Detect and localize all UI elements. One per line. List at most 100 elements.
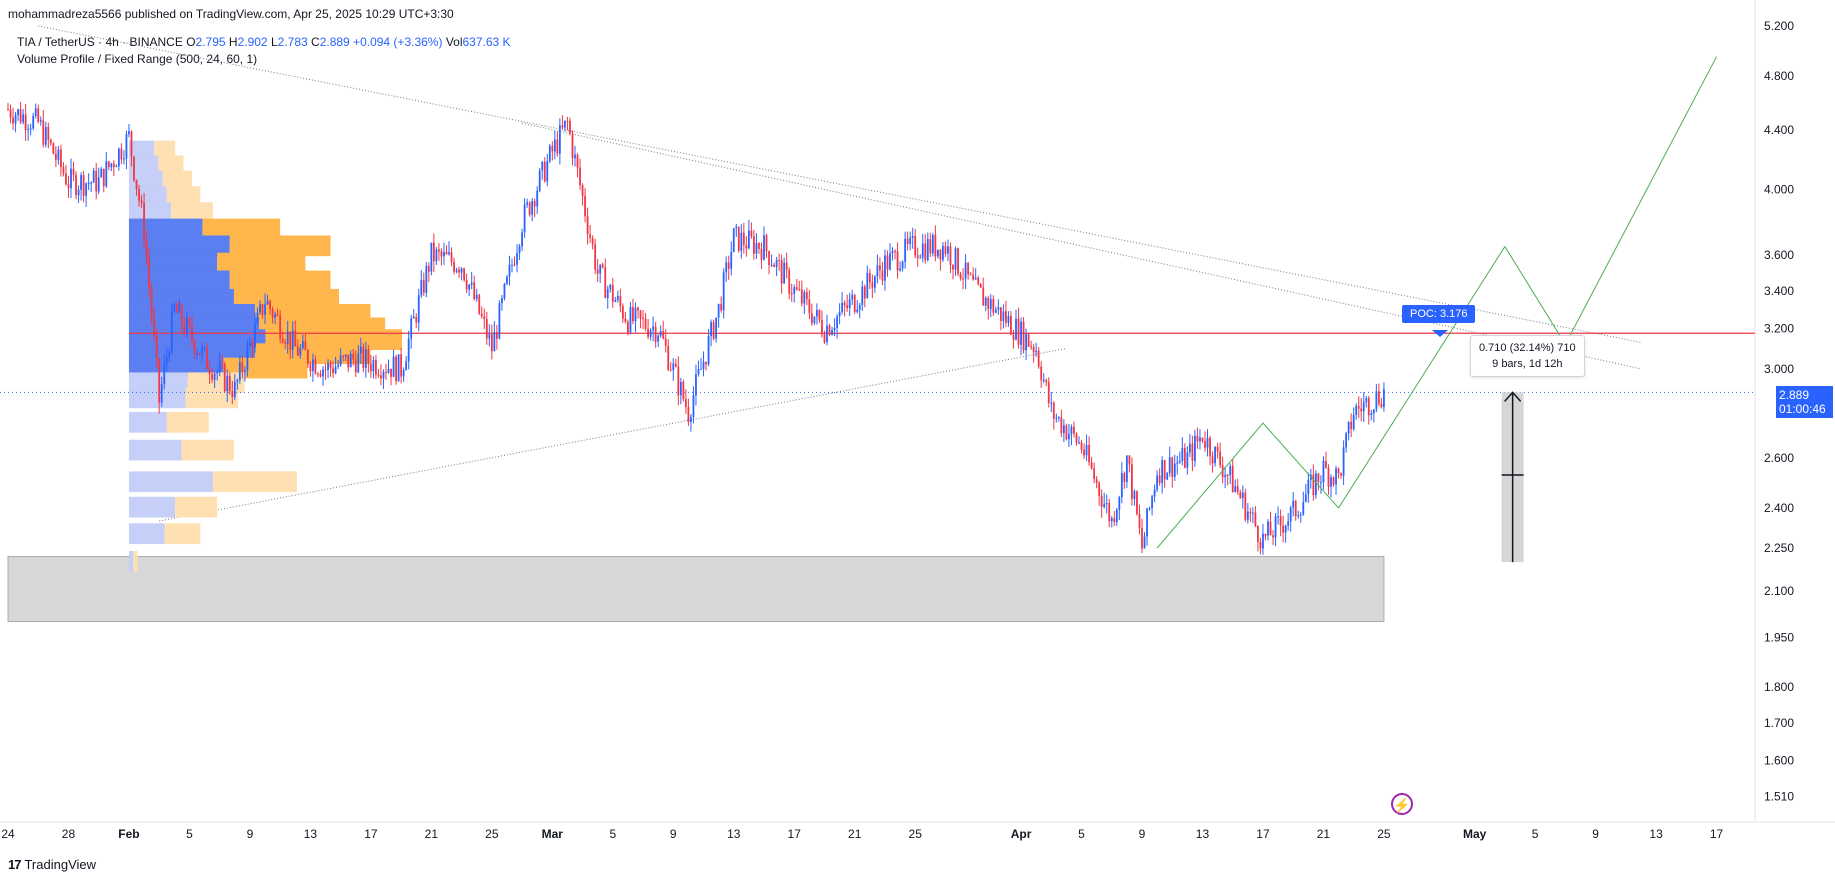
- candle-body: [725, 262, 728, 273]
- y-tick-label: 4.000: [1764, 183, 1794, 197]
- candle-body: [150, 287, 153, 318]
- x-tick-label: 5: [1078, 827, 1085, 841]
- candle-body: [397, 354, 400, 382]
- candle-body: [740, 232, 743, 251]
- candle-body: [1035, 350, 1038, 353]
- candle-body: [1342, 447, 1345, 476]
- candle-body: [1050, 402, 1053, 404]
- candle-body: [458, 269, 460, 273]
- candle-body: [1128, 455, 1131, 465]
- candle-body: [609, 284, 612, 289]
- candle-body: [669, 369, 672, 371]
- candle-body: [934, 235, 937, 257]
- candle-body: [1188, 443, 1191, 453]
- candle-body: [629, 306, 632, 333]
- candle-body: [238, 362, 241, 381]
- candle-body: [735, 226, 738, 229]
- candle-body: [1330, 477, 1332, 487]
- candle-body: [702, 361, 705, 369]
- candle-body: [939, 249, 942, 260]
- candle-body: [1017, 318, 1020, 345]
- volume-profile-up-bar: [128, 439, 182, 461]
- candle-body: [39, 120, 42, 122]
- candle-body: [251, 341, 254, 348]
- candle-body: [1040, 366, 1043, 381]
- candle-body: [380, 375, 382, 379]
- candle-body: [1377, 391, 1380, 404]
- candle-body: [1206, 437, 1209, 448]
- candle-body: [77, 189, 80, 196]
- candle-body: [488, 334, 491, 339]
- poc-pointer: [1432, 330, 1448, 337]
- candle-body: [768, 251, 770, 266]
- candle-body: [649, 330, 652, 337]
- candle-body: [123, 158, 125, 160]
- candle-body: [1080, 442, 1083, 450]
- candle-body: [233, 381, 236, 397]
- candle-body: [606, 288, 609, 299]
- candle-body: [1194, 435, 1196, 461]
- candle-body: [354, 359, 357, 373]
- candle-body: [1158, 475, 1161, 484]
- candle-body: [249, 341, 251, 346]
- lightning-icon[interactable]: ⚡: [1391, 793, 1413, 815]
- candle-body: [979, 283, 982, 288]
- candle-body: [584, 196, 586, 217]
- volume-profile-down-bar: [133, 551, 138, 572]
- x-tick-label: 17: [1256, 827, 1270, 841]
- candle-body: [1307, 479, 1310, 495]
- candle-body: [47, 127, 50, 140]
- symbol-title[interactable]: TIA / TetherUS · 4h · BINANCE: [17, 35, 183, 49]
- y-tick-label: 2.400: [1764, 501, 1794, 515]
- candle-body: [120, 148, 123, 160]
- y-tick-label: 3.000: [1764, 362, 1794, 376]
- candle-body: [27, 129, 30, 131]
- candle-body: [1350, 421, 1353, 429]
- y-tick-label: 3.600: [1764, 248, 1794, 262]
- candle-body: [1148, 508, 1151, 510]
- candle-body: [1224, 474, 1227, 478]
- open-label: O: [186, 35, 196, 49]
- candle-body: [1264, 533, 1267, 536]
- candle-body: [387, 368, 390, 373]
- candle-body: [813, 316, 816, 324]
- candle-body: [415, 316, 418, 323]
- volume-profile-up-bar: [128, 523, 165, 545]
- candle-body: [1282, 525, 1285, 533]
- x-tick-label: 5: [1532, 827, 1539, 841]
- candle-body: [62, 167, 65, 174]
- candle-body: [85, 183, 88, 196]
- candle-body: [130, 131, 133, 157]
- candle-body: [553, 139, 556, 152]
- candle-body: [926, 239, 929, 261]
- publisher-line: mohammadreza5566 published on TradingVie…: [8, 7, 454, 21]
- candle-body: [899, 268, 901, 271]
- indicator-legend[interactable]: Volume Profile / Fixed Range (500, 24, 6…: [17, 52, 258, 66]
- candle-body: [1262, 533, 1264, 549]
- candle-body: [750, 230, 753, 237]
- candle-body: [909, 237, 912, 244]
- candle-body: [551, 145, 554, 152]
- x-tick-label: 25: [485, 827, 499, 841]
- candle-body: [1375, 391, 1378, 410]
- candle-body: [299, 348, 302, 356]
- candle-body: [193, 340, 196, 354]
- candle-body: [470, 282, 473, 285]
- candle-body: [473, 282, 476, 300]
- candle-body: [332, 368, 334, 374]
- volume-value: 637.63 K: [462, 35, 511, 49]
- candle-body: [546, 161, 549, 182]
- candle-body: [322, 369, 324, 377]
- candle-body: [1093, 468, 1096, 480]
- candle-body: [730, 252, 733, 269]
- candle-body: [1337, 468, 1340, 474]
- candle-body: [493, 332, 496, 352]
- candle-body: [1292, 500, 1295, 508]
- candle-body: [1073, 426, 1075, 434]
- volume-profile-down-bar: [229, 235, 331, 257]
- candle-body: [667, 345, 670, 370]
- candle-body: [929, 239, 932, 254]
- candle-body: [800, 289, 803, 304]
- candle-body: [957, 248, 959, 274]
